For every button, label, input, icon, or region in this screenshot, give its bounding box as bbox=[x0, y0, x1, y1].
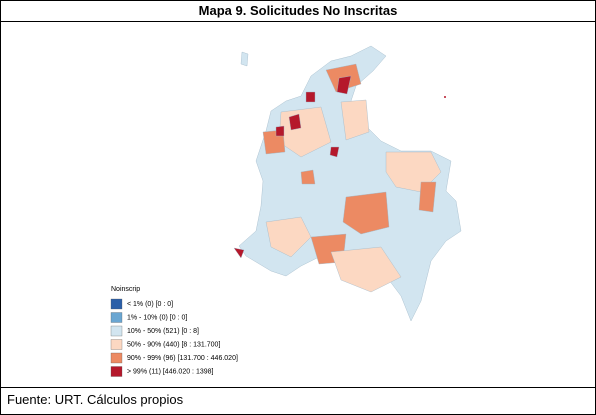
island bbox=[444, 96, 446, 98]
legend-swatch bbox=[110, 366, 123, 377]
legend-label: 10% - 50% (521) [0 : 8] bbox=[127, 328, 199, 335]
legend-label: 90% - 99% (96) [131.700 : 446.020] bbox=[127, 355, 238, 362]
legend-label: < 1% (0) [0 : 0] bbox=[127, 301, 173, 308]
legend-swatch bbox=[110, 325, 123, 337]
legend: Noinscrip < 1% (0) [0 : 0] 1% - 10% (0) [… bbox=[110, 286, 238, 377]
legend-swatch bbox=[110, 352, 123, 364]
legend-label: > 99% (11) [446.020 : 1398] bbox=[127, 368, 214, 375]
legend-title: Noinscrip bbox=[111, 286, 140, 293]
legend-swatch bbox=[110, 339, 123, 350]
legend-label: 1% - 10% (0) [0 : 0] bbox=[127, 314, 187, 321]
country-shape bbox=[233, 45, 462, 322]
legend-label: 50% - 90% (440) [8 : 131.700] bbox=[127, 341, 220, 348]
legend-swatch bbox=[110, 298, 123, 310]
source-note: Fuente: URT. Cálculos propios bbox=[1, 387, 595, 414]
map: Noinscrip < 1% (0) [0 : 0] 1% - 10% (0) [… bbox=[110, 45, 462, 377]
map-title: Mapa 9. Solicitudes No Inscritas bbox=[1, 1, 595, 22]
legend-swatch bbox=[110, 312, 123, 323]
